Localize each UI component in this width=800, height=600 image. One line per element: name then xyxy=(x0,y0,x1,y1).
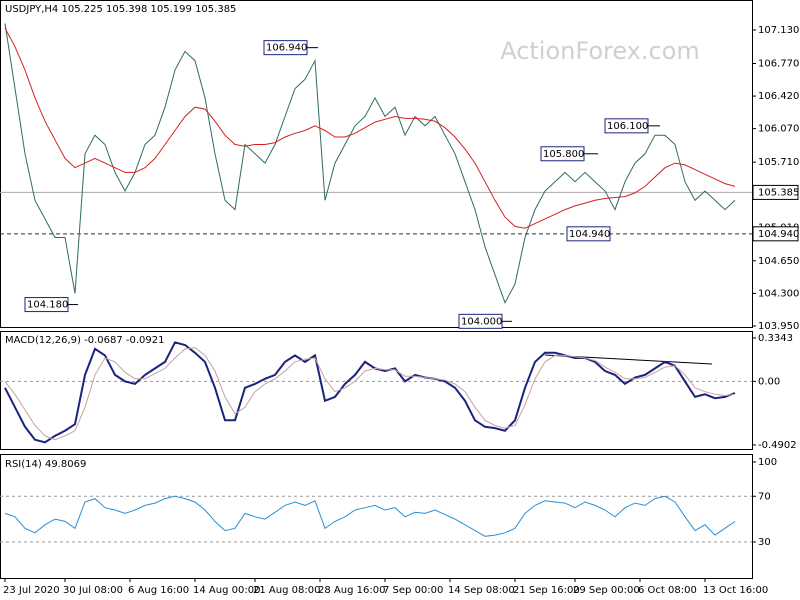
support-box xyxy=(566,226,611,242)
support-axis-box xyxy=(752,226,799,242)
y-tick-label: 30 xyxy=(758,537,771,548)
x-tick-label: 14 Sep 08:00 xyxy=(448,585,515,596)
y-tick-label: 100 xyxy=(758,457,777,468)
annotation-label: 105.800 xyxy=(543,149,584,160)
x-tick-label: 7 Sep 00:00 xyxy=(383,585,443,596)
annotation-label: 104.000 xyxy=(461,316,502,327)
annotation-box xyxy=(540,146,585,162)
y-tick-label: 106.070 xyxy=(758,124,799,135)
price-panel xyxy=(0,0,753,328)
annotation-box xyxy=(604,118,649,134)
series-line xyxy=(4,27,736,229)
y-tick-label: 106.770 xyxy=(758,58,799,69)
y-tick-label: -0.4902 xyxy=(758,440,797,451)
annotation-label: 106.100 xyxy=(607,121,648,132)
y-tick-label: 103.950 xyxy=(758,321,799,332)
panel-title: USDJPY,H4 105.225 105.398 105.199 105.38… xyxy=(5,4,236,15)
y-tick-label: 107.130 xyxy=(758,25,799,36)
x-tick-label: 29 Sep 00:00 xyxy=(573,585,640,596)
x-tick-label: 30 Jul 08:00 xyxy=(63,585,123,596)
series-line xyxy=(4,495,736,537)
series-line xyxy=(4,347,736,441)
x-tick-label: 14 Aug 00:00 xyxy=(193,585,260,596)
watermark: ActionForex.com xyxy=(500,37,700,65)
x-tick-label: 21 Aug 08:00 xyxy=(253,585,320,596)
x-tick-label: 21 Sep 16:00 xyxy=(513,585,580,596)
annotation-label: 106.940 xyxy=(266,43,307,54)
x-tick-label: 13 Oct 16:00 xyxy=(703,585,768,596)
last-price-box xyxy=(752,184,799,200)
annotation-box xyxy=(263,40,308,56)
x-tick-label: 28 Aug 16:00 xyxy=(318,585,385,596)
y-tick-label: 106.420 xyxy=(758,91,799,102)
x-tick-label: 6 Oct 08:00 xyxy=(638,585,697,596)
x-tick-label: 23 Jul 2020 xyxy=(3,585,60,596)
y-tick-label: 0.00 xyxy=(758,376,780,387)
panel-title: MACD(12,26,9) -0.0687 -0.0921 xyxy=(5,335,165,346)
macd-panel xyxy=(0,331,753,450)
rsi-panel xyxy=(0,454,753,579)
x-tick-label: 6 Aug 16:00 xyxy=(128,585,189,596)
last-price-label: 105.385 xyxy=(758,187,799,198)
support-label: 104.940 xyxy=(569,229,610,240)
support-axis-label: 104.940 xyxy=(758,229,799,240)
y-tick-label: 70 xyxy=(758,491,771,502)
annotation-box xyxy=(458,313,503,329)
panel-title: RSI(14) 49.8069 xyxy=(5,459,86,470)
series-line xyxy=(4,23,736,304)
series-line xyxy=(4,341,736,444)
y-tick-label: 104.650 xyxy=(758,256,799,267)
y-tick-label: 104.300 xyxy=(758,288,799,299)
y-tick-label: 0.3343 xyxy=(758,333,793,344)
y-tick-label: 105.710 xyxy=(758,157,799,168)
annotation-box xyxy=(24,297,69,313)
annotation-label: 104.180 xyxy=(27,300,68,311)
